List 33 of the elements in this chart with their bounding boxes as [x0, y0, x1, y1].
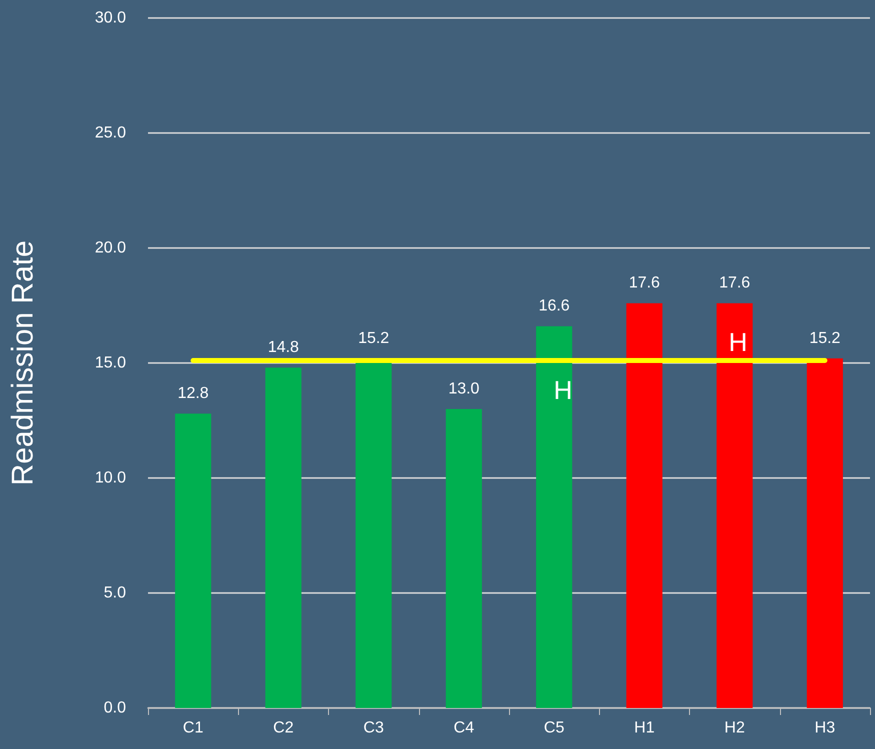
y-tick-label: 20.0	[94, 240, 126, 256]
annotation: H	[554, 375, 572, 405]
data-label: 17.6	[628, 274, 660, 292]
x-tick-label: C5	[544, 720, 564, 736]
data-label: 17.6	[719, 274, 750, 292]
x-tick-label: H3	[814, 720, 836, 736]
data-label: 15.2	[809, 330, 841, 347]
bar	[265, 368, 302, 708]
data-label: 15.2	[358, 330, 390, 347]
x-tick-label: H1	[634, 720, 655, 736]
bar	[806, 358, 843, 708]
data-label: 16.6	[538, 298, 570, 315]
bar	[716, 303, 753, 708]
x-tick-label: H2	[724, 720, 745, 736]
x-tick-label: C3	[363, 720, 384, 736]
y-tick-label: 0.0	[104, 700, 126, 716]
y-axis-title: Readmission Rate	[6, 240, 40, 486]
bar	[175, 414, 212, 708]
data-label: 12.8	[178, 385, 209, 402]
x-tick-label: C4	[454, 720, 474, 736]
bar	[536, 326, 572, 708]
data-label: 14.8	[268, 339, 300, 356]
y-tick-label: 10.0	[94, 470, 126, 486]
x-tick-label: C2	[273, 720, 294, 736]
bar	[446, 409, 482, 708]
y-tick-label: 25.0	[94, 124, 126, 142]
data-label: 13.0	[448, 380, 480, 398]
y-tick-label: 5.0	[104, 584, 126, 602]
x-tick-label: C1	[182, 720, 204, 736]
annotation: H	[728, 327, 748, 357]
bar	[626, 303, 662, 708]
y-tick-label: 30.0	[94, 10, 126, 26]
y-tick-label: 15.0	[94, 354, 126, 372]
